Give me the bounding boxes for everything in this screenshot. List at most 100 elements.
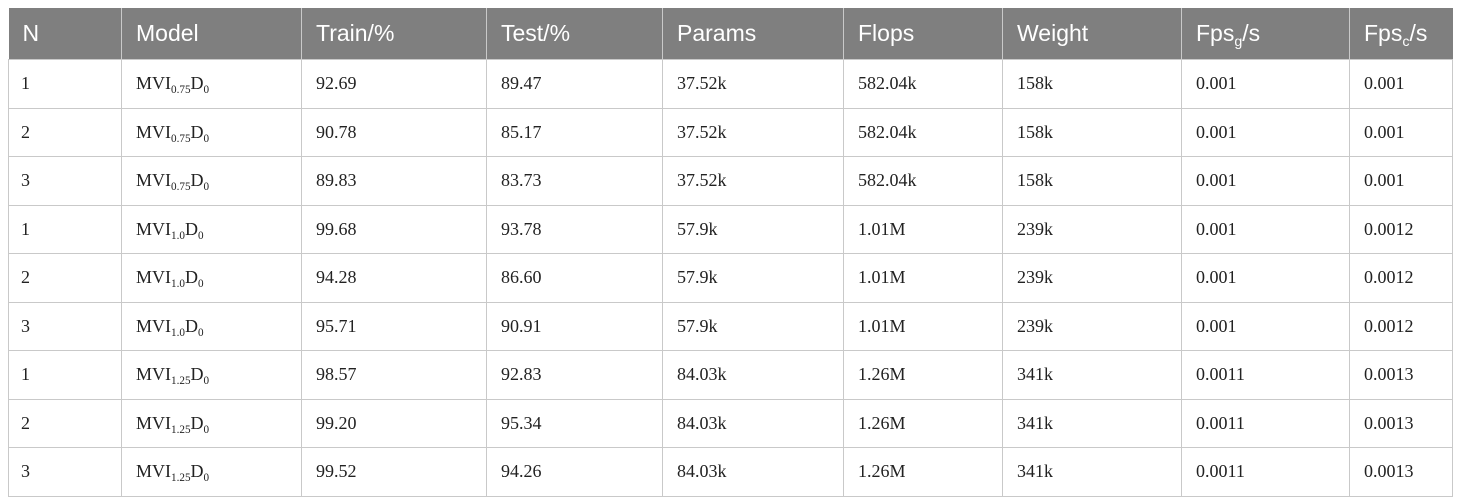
cell-fpsc: 0.001 [1349,59,1453,109]
model-d: D [190,121,204,142]
model-subscript: 1.0 [171,278,185,291]
cell-train: 94.28 [301,253,487,303]
model-base: MVI [136,218,171,239]
table-row: 1 MVI0.75D0 92.69 89.47 37.52k 582.04k 1… [8,59,1453,109]
cell-weight: 341k [1002,350,1182,400]
results-table: N Model Train/% Test/% Params Flops Weig… [8,8,1453,497]
cell-test: 85.17 [486,107,663,157]
col-header-params: Params [662,8,844,60]
table-header: N Model Train/% Test/% Params Flops Weig… [8,8,1453,60]
col-header-train: Train/% [301,8,487,60]
cell-train: 92.69 [301,59,487,109]
cell-model: MVI1.25D0 [121,447,302,497]
fpsc-unit: /s [1409,20,1428,46]
cell-weight: 239k [1002,253,1182,303]
model-base: MVI [136,315,171,336]
cell-model: MVI0.75D0 [121,59,302,109]
col-header-flops: Flops [843,8,1003,60]
model-d: D [184,218,198,239]
model-d-subscript: 0 [203,84,210,97]
model-subscript: 0.75 [171,84,191,97]
model-subscript: 1.25 [171,423,191,436]
cell-test: 95.34 [486,398,663,448]
cell-flops: 1.01M [843,204,1003,254]
model-subscript: 1.0 [171,326,185,339]
table-container: N Model Train/% Test/% Params Flops Weig… [8,8,1453,497]
cell-flops: 1.26M [843,350,1003,400]
table-row: 2 MVI0.75D0 90.78 85.17 37.52k 582.04k 1… [8,107,1453,157]
cell-flops: 582.04k [843,156,1003,206]
model-subscript: 0.75 [171,181,191,194]
cell-model: MVI1.0D0 [121,253,302,303]
table-row: 3 MVI1.25D0 99.52 94.26 84.03k 1.26M 341… [8,447,1453,497]
cell-train: 90.78 [301,107,487,157]
cell-fpsg: 0.0011 [1181,350,1350,400]
col-header-fpsc: Fpsc/s [1349,8,1453,60]
cell-n: 2 [8,107,122,157]
cell-weight: 158k [1002,156,1182,206]
cell-flops: 1.01M [843,301,1003,351]
model-d-subscript: 0 [203,423,210,436]
cell-fpsg: 0.001 [1181,253,1350,303]
cell-train: 95.71 [301,301,487,351]
cell-fpsg: 0.001 [1181,107,1350,157]
cell-flops: 582.04k [843,107,1003,157]
table-row: 2 MVI1.0D0 94.28 86.60 57.9k 1.01M 239k … [8,253,1453,303]
model-subscript: 1.0 [171,229,185,242]
model-subscript: 1.25 [171,472,191,485]
cell-test: 89.47 [486,59,663,109]
cell-weight: 341k [1002,398,1182,448]
cell-weight: 158k [1002,59,1182,109]
model-d: D [190,364,204,385]
cell-fpsg: 0.0011 [1181,398,1350,448]
fpsg-base: Fps [1196,20,1235,46]
model-d: D [190,461,204,482]
model-base: MVI [136,170,171,191]
model-d-subscript: 0 [197,278,204,291]
model-d-subscript: 0 [197,326,204,339]
cell-params: 84.03k [662,447,844,497]
cell-train: 99.68 [301,204,487,254]
cell-model: MVI0.75D0 [121,107,302,157]
model-d: D [184,315,198,336]
cell-flops: 1.26M [843,398,1003,448]
model-base: MVI [136,73,171,94]
cell-train: 89.83 [301,156,487,206]
cell-weight: 239k [1002,204,1182,254]
model-d: D [184,267,198,288]
fpsg-subscript: g [1234,33,1243,50]
cell-model: MVI1.25D0 [121,398,302,448]
model-base: MVI [136,461,171,482]
cell-fpsc: 0.0013 [1349,447,1453,497]
cell-flops: 1.01M [843,253,1003,303]
model-d-subscript: 0 [197,229,204,242]
cell-test: 86.60 [486,253,663,303]
cell-weight: 341k [1002,447,1182,497]
fpsc-subscript: c [1402,33,1410,50]
cell-model: MVI1.0D0 [121,301,302,351]
cell-train: 98.57 [301,350,487,400]
col-header-test: Test/% [486,8,663,60]
cell-fpsg: 0.001 [1181,301,1350,351]
model-subscript: 1.25 [171,375,191,388]
model-subscript: 0.75 [171,132,191,145]
cell-n: 1 [8,350,122,400]
cell-fpsc: 0.001 [1349,107,1453,157]
cell-fpsg: 0.001 [1181,59,1350,109]
cell-test: 94.26 [486,447,663,497]
cell-fpsg: 0.001 [1181,156,1350,206]
cell-fpsc: 0.0012 [1349,204,1453,254]
cell-train: 99.20 [301,398,487,448]
model-d: D [190,73,204,94]
cell-n: 1 [8,204,122,254]
cell-fpsc: 0.0013 [1349,350,1453,400]
cell-weight: 239k [1002,301,1182,351]
header-row: N Model Train/% Test/% Params Flops Weig… [8,8,1453,60]
model-base: MVI [136,412,171,433]
cell-params: 57.9k [662,301,844,351]
table-row: 3 MVI0.75D0 89.83 83.73 37.52k 582.04k 1… [8,156,1453,206]
cell-params: 37.52k [662,156,844,206]
cell-test: 93.78 [486,204,663,254]
cell-params: 57.9k [662,253,844,303]
cell-params: 84.03k [662,350,844,400]
